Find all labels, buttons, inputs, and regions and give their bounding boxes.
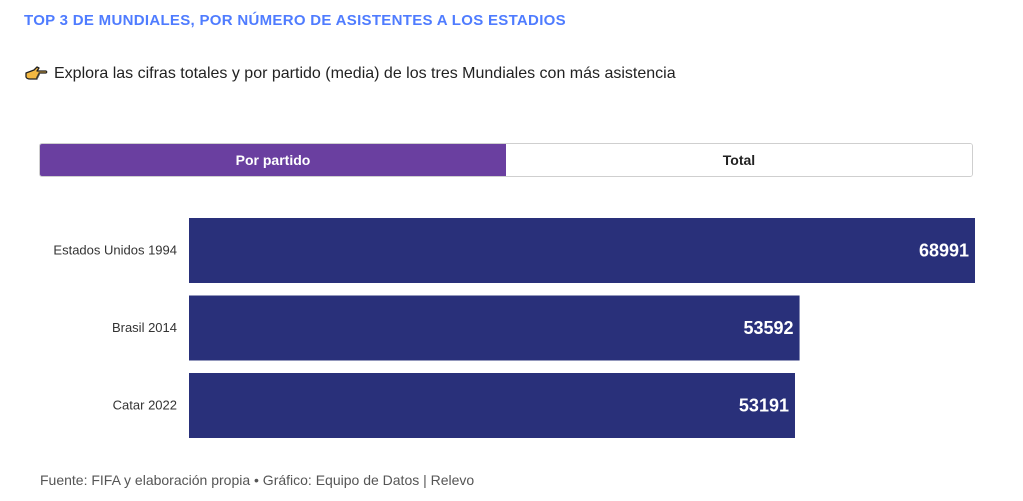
subtitle-text: Explora las cifras totales y por partido…: [54, 65, 676, 82]
value-label-catar-2022: 53191: [739, 396, 789, 416]
metric-toggle: Por partido Total: [39, 143, 973, 177]
bar-catar-2022[interactable]: [189, 373, 795, 438]
toggle-total[interactable]: Total: [506, 144, 972, 176]
chart-title: TOP 3 DE MUNDIALES, POR NÚMERO DE ASISTE…: [24, 12, 566, 29]
toggle-por-partido[interactable]: Por partido: [40, 144, 506, 176]
category-label-brasil-2014: Brasil 2014: [112, 320, 177, 335]
category-label-estados-unidos-1994: Estados Unidos 1994: [53, 243, 177, 258]
value-label-estados-unidos-1994: 68991: [919, 241, 969, 261]
value-label-brasil-2014: 53592: [743, 318, 793, 338]
bar-brasil-2014[interactable]: [189, 295, 800, 361]
source-note: Fuente: FIFA y elaboración propia • Gráf…: [40, 472, 475, 488]
category-label-catar-2022: Catar 2022: [113, 398, 177, 413]
bar-estados-unidos-1994[interactable]: [189, 218, 975, 283]
bar-chart: Estados Unidos 1994 68991 Brasil 2014 53592…: [53, 218, 975, 438]
pointing-hand-icon: [24, 64, 48, 84]
chart-subtitle: Explora las cifras totales y por partido…: [24, 64, 676, 84]
